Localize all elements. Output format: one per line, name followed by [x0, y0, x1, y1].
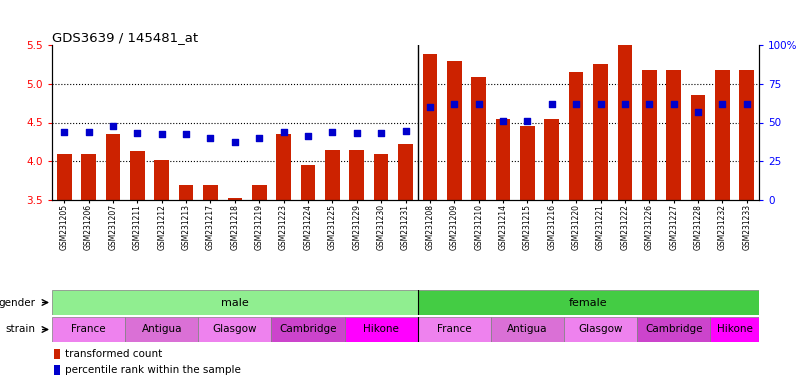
- Point: [643, 101, 656, 107]
- Bar: [691, 95, 706, 200]
- Text: Hikone: Hikone: [717, 324, 753, 334]
- Point: [569, 101, 582, 107]
- Bar: [637, 317, 710, 342]
- Point: [253, 135, 266, 141]
- Text: Glasgow: Glasgow: [578, 324, 623, 334]
- Point: [229, 139, 242, 145]
- Point: [545, 101, 558, 107]
- Text: male: male: [221, 298, 249, 308]
- Point: [399, 128, 412, 134]
- Bar: [715, 70, 730, 200]
- Bar: [569, 72, 583, 200]
- Point: [350, 130, 363, 136]
- Text: Cambridge: Cambridge: [279, 324, 337, 334]
- Bar: [125, 317, 198, 342]
- Point: [131, 130, 144, 136]
- Bar: [350, 150, 364, 200]
- Bar: [423, 54, 437, 200]
- Bar: [593, 65, 608, 200]
- Bar: [740, 70, 754, 200]
- Bar: [471, 77, 486, 200]
- Point: [58, 129, 71, 135]
- Bar: [57, 154, 71, 200]
- Bar: [277, 134, 291, 200]
- Point: [521, 118, 534, 124]
- Bar: [54, 349, 60, 359]
- Point: [594, 101, 607, 107]
- Bar: [252, 184, 267, 200]
- Bar: [154, 161, 169, 200]
- Point: [619, 101, 632, 107]
- Bar: [345, 317, 418, 342]
- Point: [448, 101, 461, 107]
- Bar: [418, 290, 759, 315]
- Text: Cambridge: Cambridge: [645, 324, 702, 334]
- Text: Glasgow: Glasgow: [212, 324, 257, 334]
- Bar: [81, 154, 96, 200]
- Text: Hikone: Hikone: [363, 324, 399, 334]
- Point: [496, 118, 509, 124]
- Point: [277, 129, 290, 135]
- Bar: [564, 317, 637, 342]
- Text: France: France: [437, 324, 471, 334]
- Text: Antigua: Antigua: [141, 324, 182, 334]
- Bar: [228, 199, 242, 200]
- Point: [692, 109, 705, 115]
- Bar: [496, 119, 510, 200]
- Bar: [301, 165, 315, 200]
- Bar: [398, 144, 413, 200]
- Point: [155, 131, 168, 137]
- Point: [106, 122, 119, 129]
- Bar: [203, 184, 218, 200]
- Bar: [178, 184, 193, 200]
- Bar: [710, 317, 759, 342]
- Bar: [272, 317, 345, 342]
- Text: percentile rank within the sample: percentile rank within the sample: [66, 365, 242, 375]
- Point: [667, 101, 680, 107]
- Text: gender: gender: [0, 298, 35, 308]
- Bar: [54, 365, 60, 375]
- Text: Antigua: Antigua: [507, 324, 547, 334]
- Bar: [198, 317, 272, 342]
- Point: [82, 129, 95, 135]
- Bar: [418, 317, 491, 342]
- Text: GDS3639 / 145481_at: GDS3639 / 145481_at: [52, 31, 198, 44]
- Text: transformed count: transformed count: [66, 349, 163, 359]
- Bar: [374, 154, 388, 200]
- Point: [423, 104, 436, 110]
- Bar: [52, 317, 125, 342]
- Point: [204, 135, 217, 141]
- Bar: [52, 290, 418, 315]
- Bar: [642, 70, 657, 200]
- Text: strain: strain: [5, 324, 35, 334]
- Point: [716, 101, 729, 107]
- Bar: [447, 61, 461, 200]
- Text: female: female: [569, 298, 607, 308]
- Bar: [325, 150, 340, 200]
- Bar: [618, 44, 633, 200]
- Bar: [130, 151, 144, 200]
- Point: [740, 101, 753, 107]
- Bar: [491, 317, 564, 342]
- Point: [179, 131, 192, 137]
- Point: [326, 129, 339, 135]
- Bar: [105, 134, 120, 200]
- Bar: [667, 70, 681, 200]
- Point: [472, 101, 485, 107]
- Bar: [520, 126, 534, 200]
- Point: [302, 133, 315, 139]
- Point: [375, 130, 388, 136]
- Bar: [544, 119, 559, 200]
- Text: France: France: [71, 324, 106, 334]
